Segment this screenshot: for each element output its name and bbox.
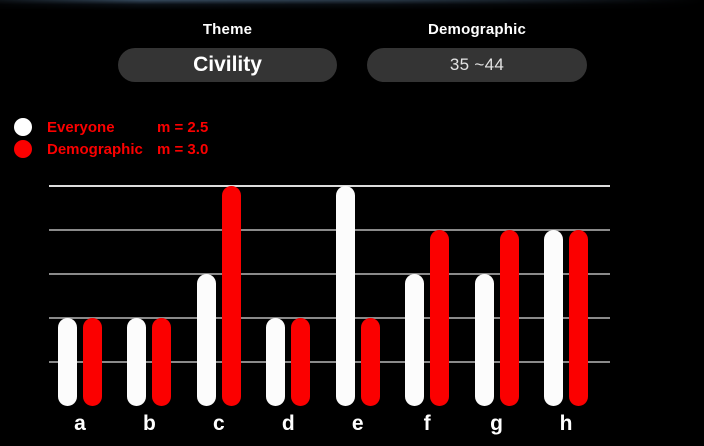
gridline-y5 xyxy=(49,185,610,187)
bar-demographic-g xyxy=(499,230,519,406)
bar-group-h xyxy=(544,186,588,406)
bar-demographic-c xyxy=(221,186,241,406)
bar-everyone-b xyxy=(127,318,147,406)
bar-demographic-f xyxy=(430,230,450,406)
gridline-y4 xyxy=(49,229,610,231)
theme-header-label: Theme xyxy=(202,21,253,38)
bar-everyone-g xyxy=(474,274,494,406)
demographic-dot-icon xyxy=(14,140,32,158)
gridline-y3 xyxy=(49,273,610,275)
bar-everyone-c xyxy=(196,274,216,406)
gridline-y2 xyxy=(49,317,610,319)
legend-mean-everyone: m = 2.5 xyxy=(157,118,209,136)
legend-label-everyone: Everyone xyxy=(47,118,115,136)
demographic-header-label: Demographic xyxy=(427,21,527,38)
bar-everyone-a xyxy=(58,318,77,406)
theme-selector-button[interactable]: Civility xyxy=(118,48,337,82)
bar-demographic-a xyxy=(83,318,102,406)
bar-demographic-d xyxy=(291,318,311,406)
x-axis-label-h: h xyxy=(559,412,573,435)
legend: Everyone m = 2.5 Demographic m = 3.0 xyxy=(14,116,208,160)
bar-everyone-f xyxy=(405,274,425,406)
legend-mean-demographic: m = 3.0 xyxy=(157,140,209,158)
bar-group-b xyxy=(127,186,172,406)
demographic-selector-button[interactable]: 35 ~44 xyxy=(367,48,587,82)
x-axis-label-f: f xyxy=(423,412,431,435)
legend-label-demographic: Demographic xyxy=(47,140,143,158)
bar-group-g xyxy=(474,186,519,406)
top-edge-glow xyxy=(0,0,704,10)
x-axis-label-g: g xyxy=(490,412,503,435)
legend-row-demographic: Demographic m = 3.0 xyxy=(14,138,208,160)
x-axis-label-e: e xyxy=(351,412,364,435)
x-axis-label-c: c xyxy=(213,412,225,435)
gridline-y1 xyxy=(49,361,610,363)
plot-area: a b c d e f g h xyxy=(49,185,610,435)
theme-selector-value: Civility xyxy=(193,53,262,76)
bar-group-f xyxy=(405,186,450,406)
x-axis-label-b: b xyxy=(142,412,156,435)
bar-demographic-h xyxy=(569,230,588,406)
bar-group-c xyxy=(196,186,241,406)
legend-row-everyone: Everyone m = 2.5 xyxy=(14,116,208,138)
x-axis-label-d: d xyxy=(281,412,295,435)
bar-group-d xyxy=(266,186,311,406)
bar-demographic-b xyxy=(152,318,172,406)
bar-everyone-d xyxy=(266,318,286,406)
demographic-selector-value: 35 ~44 xyxy=(449,55,505,74)
bar-group-a xyxy=(58,186,102,406)
bar-everyone-h xyxy=(544,230,563,406)
x-axis-label-a: a xyxy=(74,412,86,435)
bar-group-e xyxy=(335,186,380,406)
everyone-dot-icon xyxy=(14,118,32,136)
bar-everyone-e xyxy=(335,186,355,406)
bar-demographic-e xyxy=(360,318,380,406)
